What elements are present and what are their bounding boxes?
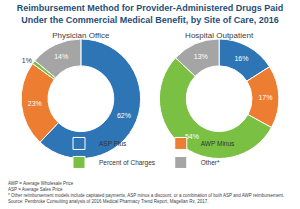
svg-text:Reimbursement Method for Provi: Reimbursement Method for Provider-Admini… — [17, 3, 284, 25]
svg-text:17%: 17% — [258, 94, 272, 101]
svg-text:AWP Minus: AWP Minus — [201, 140, 235, 147]
svg-text:14%: 14% — [54, 53, 68, 60]
svg-text:Hospital Outpatient: Hospital Outpatient — [185, 31, 254, 40]
svg-text:Percent of Charges: Percent of Charges — [99, 159, 156, 167]
svg-text:16%: 16% — [234, 55, 248, 62]
svg-text:ASP Plus: ASP Plus — [99, 140, 127, 147]
svg-text:13%: 13% — [194, 53, 208, 60]
svg-text:23%: 23% — [28, 100, 42, 107]
svg-text:Other*: Other* — [201, 159, 220, 166]
svg-text:1%: 1% — [22, 57, 32, 64]
svg-text:62%: 62% — [117, 112, 131, 119]
svg-text:Physician Office: Physician Office — [52, 31, 110, 40]
svg-text:AWP = Average Wholesale PriceA: AWP = Average Wholesale PriceASP = Avera… — [8, 181, 284, 204]
